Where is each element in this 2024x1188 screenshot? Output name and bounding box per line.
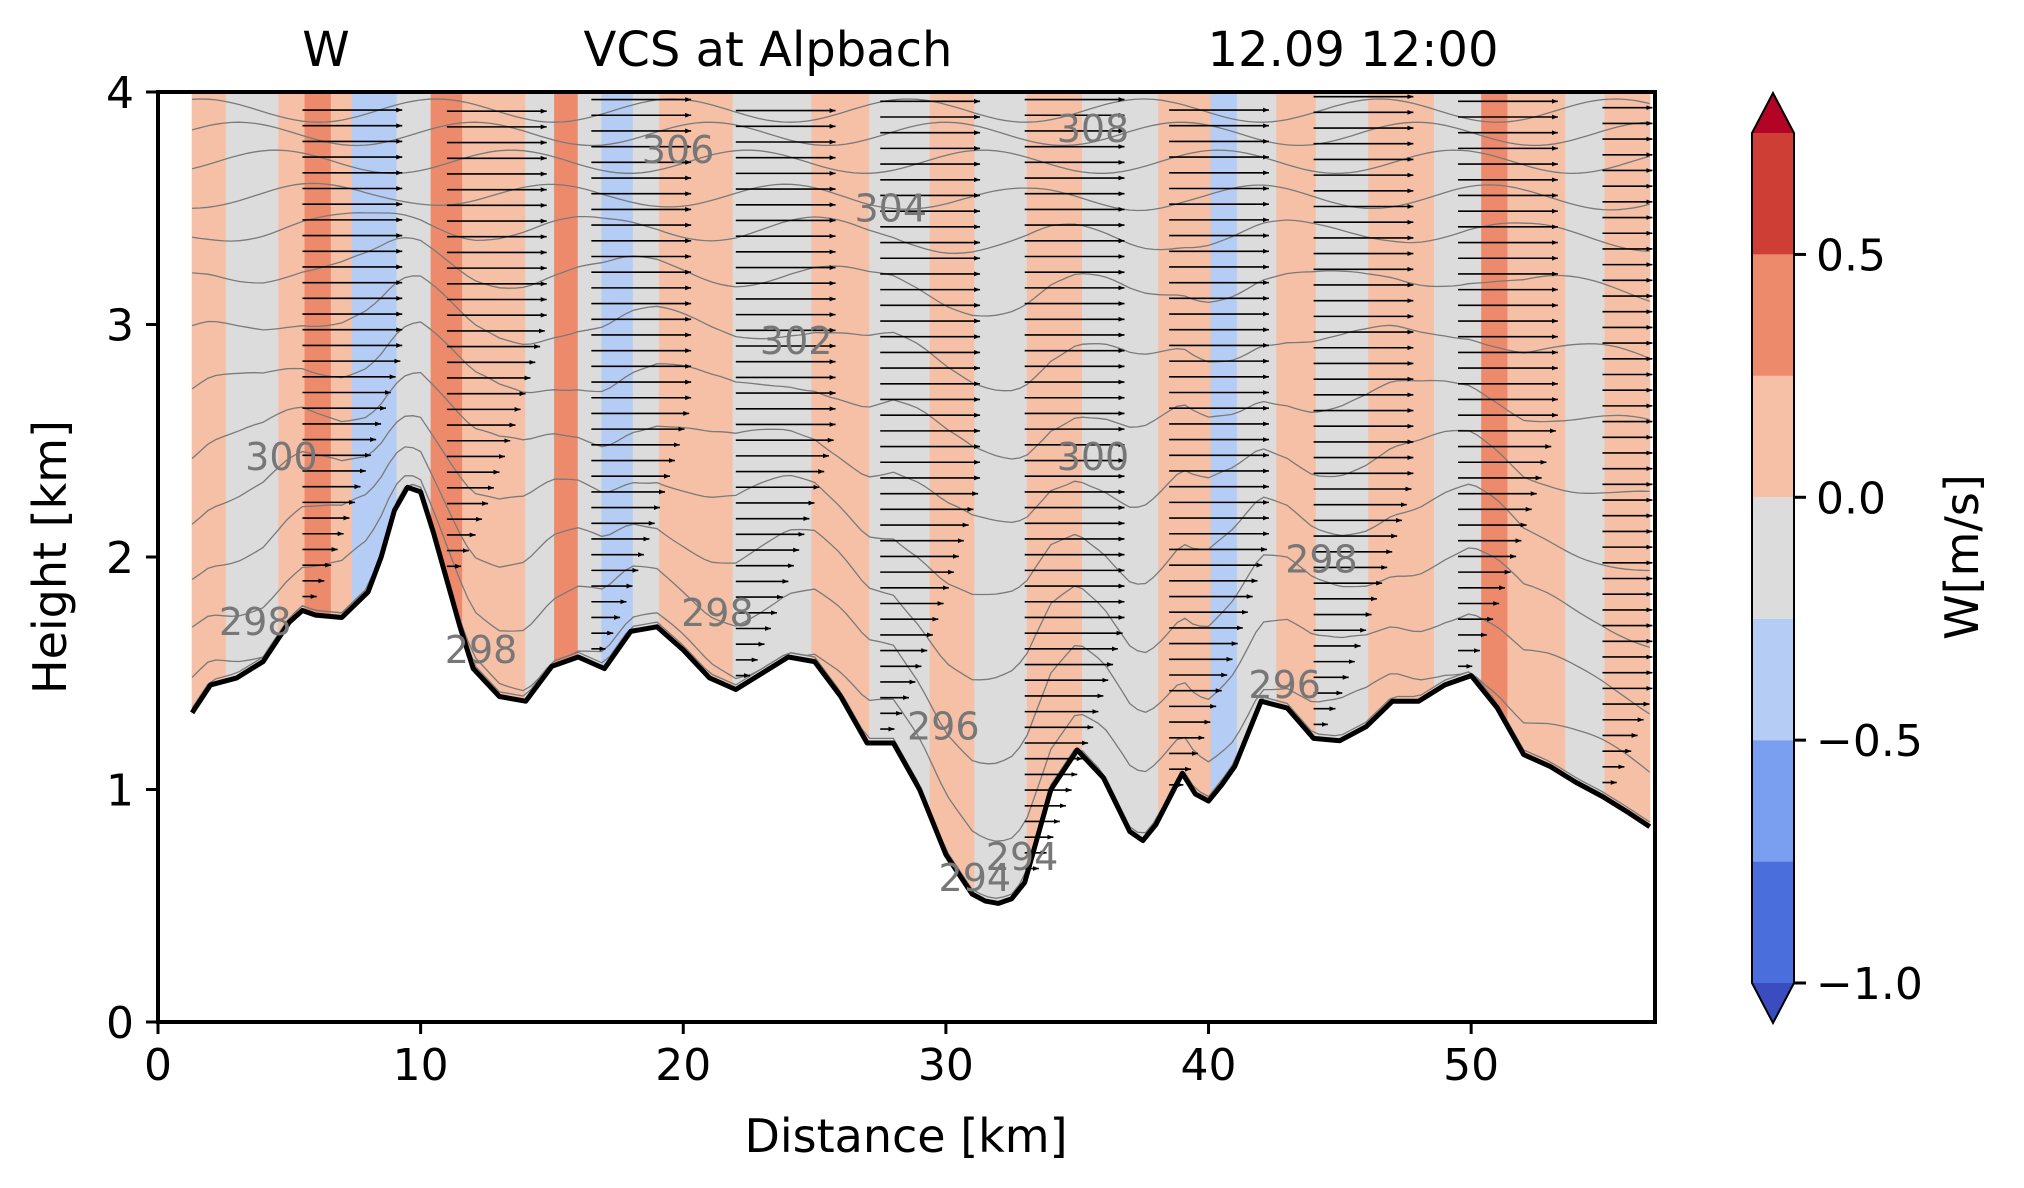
colorbar-swatch-4 bbox=[1752, 375, 1794, 498]
theta-line bbox=[191, 275, 1650, 392]
y-tick-label-0: 0 bbox=[106, 998, 134, 1049]
colorbar-swatch-0 bbox=[1752, 861, 1794, 983]
theta-label-0: 300 bbox=[245, 435, 318, 479]
title-right-timestamp: 12.09 12:00 bbox=[1208, 22, 1499, 78]
colorbar-extend-min bbox=[1752, 983, 1794, 1023]
w-band-4 bbox=[330, 92, 353, 618]
colorbar-swatch-2 bbox=[1752, 618, 1794, 741]
w-band-8 bbox=[462, 92, 527, 702]
w-band-2 bbox=[278, 92, 306, 640]
wind-vectors bbox=[302, 94, 1653, 871]
theta-label-7: 296 bbox=[907, 705, 980, 749]
x-tick-label-30: 30 bbox=[918, 1040, 974, 1091]
theta-label-1: 298 bbox=[219, 600, 292, 644]
w-contour-fill bbox=[191, 92, 1651, 904]
y-tick-label-3: 3 bbox=[106, 301, 134, 352]
w-band-3 bbox=[304, 92, 332, 618]
x-tick-label-50: 50 bbox=[1443, 1040, 1499, 1091]
colorbar: −1.0 −0.5 0.0 0.5 bbox=[1751, 90, 1923, 1026]
colorbar-tick-label-2: 0.0 bbox=[1816, 473, 1886, 524]
y-axis: 0 1 2 3 4 bbox=[106, 68, 158, 1049]
colorbar-swatch-3 bbox=[1752, 497, 1794, 619]
w-band-26 bbox=[1315, 92, 1370, 742]
theta-line bbox=[191, 415, 1650, 596]
w-band-31 bbox=[1565, 92, 1606, 799]
theta-label-5: 302 bbox=[760, 319, 833, 363]
theta-line bbox=[192, 236, 1650, 317]
w-band-24 bbox=[1236, 92, 1278, 760]
colorbar-tick-label-3: 0.5 bbox=[1816, 230, 1886, 281]
x-axis-label: Distance [km] bbox=[744, 1109, 1067, 1163]
theta-line bbox=[191, 121, 1650, 147]
theta-line bbox=[191, 446, 1650, 681]
theta-label-11: 300 bbox=[1057, 435, 1130, 479]
theta-label-12: 298 bbox=[1285, 537, 1358, 581]
theta-label-8: 294 bbox=[939, 856, 1012, 900]
colorbar-extend-max bbox=[1752, 93, 1794, 133]
w-band-30 bbox=[1507, 92, 1567, 777]
theta-contours bbox=[191, 98, 1651, 899]
y-tick-label-1: 1 bbox=[106, 766, 134, 817]
theta-label-10: 308 bbox=[1057, 107, 1130, 151]
colorbar-tick-label-1: −0.5 bbox=[1816, 716, 1923, 767]
w-band-27 bbox=[1368, 92, 1435, 726]
theta-line bbox=[191, 475, 1651, 765]
x-tick-label-20: 20 bbox=[655, 1040, 711, 1091]
w-band-25 bbox=[1276, 92, 1317, 740]
theta-label-4: 304 bbox=[854, 186, 927, 230]
w-band-23 bbox=[1210, 92, 1238, 800]
theta-line bbox=[191, 321, 1650, 460]
w-band-19 bbox=[974, 92, 1028, 904]
w-band-29 bbox=[1481, 92, 1509, 729]
colorbar-label: W[m/s] bbox=[1935, 474, 1989, 640]
x-tick-label-0: 0 bbox=[144, 1040, 172, 1091]
colorbar-tick-label-0: −1.0 bbox=[1816, 959, 1923, 1010]
theta-line bbox=[192, 98, 1650, 123]
colorbar-swatch-5 bbox=[1752, 254, 1794, 376]
theta-label-3: 306 bbox=[642, 128, 715, 172]
theta-line bbox=[192, 182, 1650, 212]
colorbar-swatch-1 bbox=[1752, 740, 1794, 862]
w-band-1 bbox=[225, 92, 280, 682]
theta-line bbox=[191, 371, 1650, 524]
chart-title: VCS at Alpbach bbox=[584, 22, 953, 78]
colorbar-swatch-6 bbox=[1752, 133, 1794, 255]
w-band-28 bbox=[1433, 92, 1483, 693]
theta-line bbox=[191, 149, 1650, 175]
w-band-10 bbox=[554, 92, 579, 667]
title-left: W bbox=[302, 22, 349, 78]
y-axis-label: Height [km] bbox=[23, 420, 77, 694]
y-tick-label-4: 4 bbox=[106, 68, 134, 119]
theta-label-13: 296 bbox=[1248, 663, 1321, 707]
x-tick-label-10: 10 bbox=[393, 1040, 449, 1091]
w-band-9 bbox=[525, 92, 556, 703]
x-tick-label-40: 40 bbox=[1181, 1040, 1237, 1091]
x-axis: 0 10 20 30 40 50 bbox=[144, 1022, 1499, 1091]
theta-label-6: 298 bbox=[681, 591, 754, 635]
y-tick-label-2: 2 bbox=[106, 533, 134, 584]
theta-label-9: 294 bbox=[986, 835, 1059, 879]
theta-line bbox=[192, 212, 1650, 254]
theta-label-2: 298 bbox=[445, 628, 518, 672]
terrain-line bbox=[190, 484, 1652, 906]
